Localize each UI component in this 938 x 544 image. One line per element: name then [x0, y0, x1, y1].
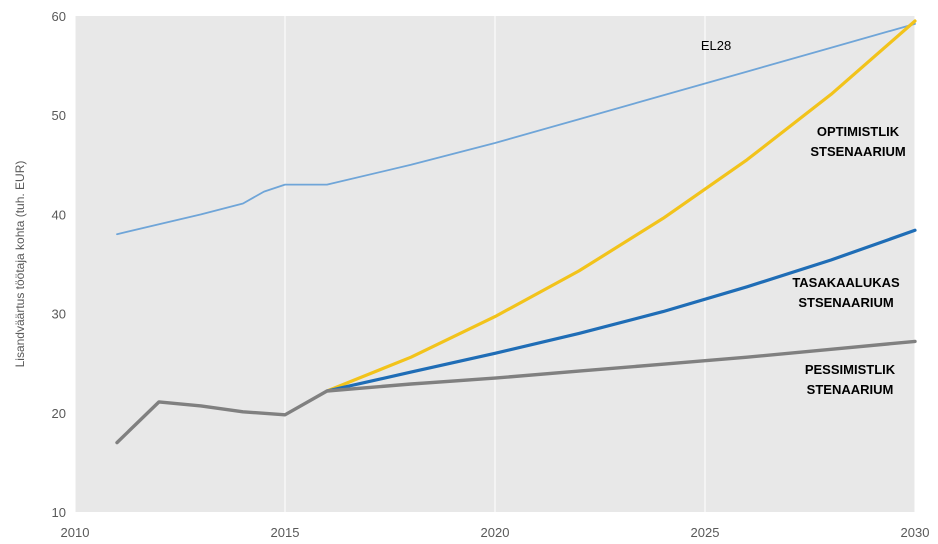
series-lines — [115, 19, 917, 445]
series-line-1 — [325, 19, 917, 393]
series-annotations: EL28 OPTIMISTLIK STSENAARIUM TASAKAALUKAS ST… — [701, 38, 906, 397]
series-line-3 — [115, 339, 917, 445]
series-label-1-line-1: STSENAARIUM — [810, 144, 905, 159]
y-tick-label-1: 20 — [52, 406, 66, 421]
x-tick-label-1: 2015 — [271, 525, 300, 540]
grid-lines — [74, 16, 916, 512]
series-line-2 — [325, 228, 917, 393]
x-tick-label-2: 2020 — [481, 525, 510, 540]
x-tick-label-0: 2010 — [61, 525, 90, 540]
series-label-2-line-0: TASAKAALUKAS — [792, 275, 900, 290]
x-tick-label-3: 2025 — [691, 525, 720, 540]
y-tick-label-4: 50 — [52, 108, 66, 123]
y-tick-label-5: 60 — [52, 9, 66, 24]
y-tick-labels: 10 20 30 40 50 60 — [52, 9, 66, 520]
series-label-3-line-0: PESSIMISTLIK — [805, 362, 896, 377]
series-label-0-line-0: EL28 — [701, 38, 731, 53]
series-label-2-line-1: STSENAARIUM — [798, 295, 893, 310]
series-label-1-line-0: OPTIMISTLIK — [817, 124, 900, 139]
series-line-0 — [116, 22, 916, 236]
y-tick-label-0: 10 — [52, 505, 66, 520]
y-axis-label: Lisandväärtus töötaja kohta (tuh. EUR) — [13, 161, 27, 368]
series-label-3-line-1: STENAARIUM — [807, 382, 894, 397]
y-tick-label-3: 40 — [52, 207, 66, 222]
x-tick-label-4: 2030 — [901, 525, 930, 540]
x-tick-labels: 2010 2015 2020 2025 2030 — [61, 525, 930, 540]
y-tick-label-2: 30 — [52, 307, 66, 322]
